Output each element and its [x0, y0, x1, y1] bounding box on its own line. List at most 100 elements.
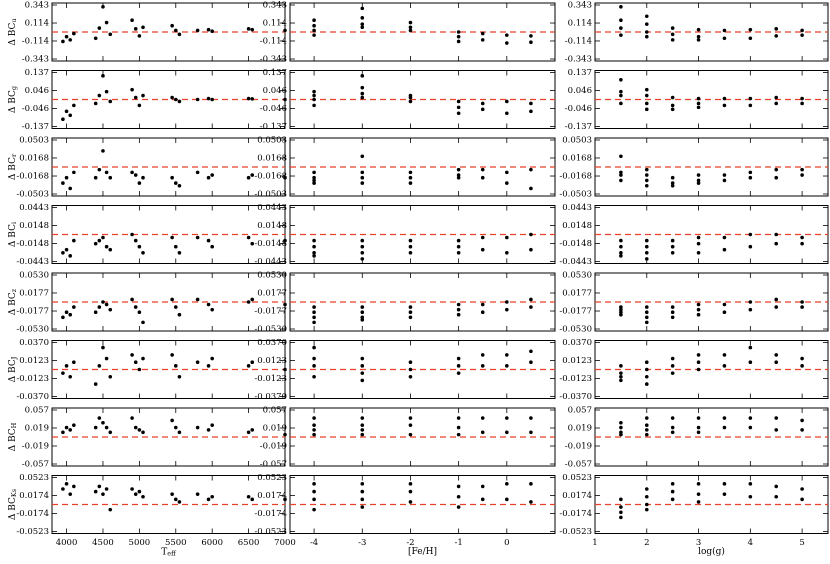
point [644, 423, 649, 427]
panel: -0.0530 -0.0177 0.0177 0.0530 [16, 271, 287, 335]
point [177, 99, 182, 104]
point [408, 238, 413, 243]
point [250, 497, 255, 502]
point [619, 305, 623, 309]
point [312, 89, 316, 94]
point [748, 345, 753, 350]
point [480, 31, 485, 36]
point [619, 374, 623, 379]
point [93, 241, 98, 246]
y-tick-label: -0.057 [22, 460, 49, 470]
point [644, 257, 649, 261]
point [456, 364, 461, 368]
point [644, 107, 649, 112]
point [93, 310, 98, 314]
y-axis-label-sub: J [10, 356, 18, 360]
point [670, 26, 675, 30]
y-tick-label: -0.0174 [559, 509, 592, 519]
point [505, 300, 509, 304]
y-tick-label: 0.137 [263, 68, 287, 78]
point [529, 167, 533, 172]
point [130, 487, 134, 491]
point [644, 320, 649, 325]
point [312, 507, 316, 512]
point [529, 109, 533, 114]
y-tick-label: -0.0168 [16, 172, 49, 182]
point [170, 175, 174, 180]
point [133, 305, 138, 309]
point [312, 28, 316, 33]
point [480, 107, 485, 112]
point [246, 235, 251, 240]
point [210, 307, 214, 312]
point [360, 91, 365, 96]
y-axis-label-main: Δ BC [8, 157, 18, 180]
point [408, 432, 413, 437]
point [312, 423, 316, 427]
point [774, 95, 779, 100]
point [529, 305, 533, 309]
y-tick-label: 0.343 [25, 1, 49, 11]
point [408, 315, 413, 320]
panel: -0.137 -0.046 0.046 0.137 [22, 68, 287, 132]
y-axis-label: Δ BCz [8, 288, 19, 315]
y-tick-label: 0.0174 [19, 491, 49, 501]
y-axis-label-main: Δ BC [8, 359, 18, 382]
point [97, 305, 102, 309]
point [722, 36, 727, 41]
point [670, 244, 675, 249]
point [670, 310, 675, 314]
y-tick-label: 0.019 [25, 424, 49, 434]
point [101, 5, 105, 9]
y-tick-label: -0.0443 [559, 257, 592, 267]
point [283, 497, 287, 502]
point [360, 16, 365, 20]
y-tick-label: -0.0177 [559, 307, 592, 317]
point [619, 515, 623, 520]
point [141, 175, 145, 180]
y-tick-label: 0.0443 [562, 203, 592, 213]
point [312, 489, 316, 494]
point [408, 374, 413, 379]
point [696, 353, 701, 357]
x-tick-label: 7000 [274, 538, 296, 548]
point [97, 238, 102, 243]
point [670, 371, 675, 375]
panel: -0.343 -0.114 0.114 0.343 [22, 1, 287, 65]
point [800, 428, 804, 432]
x-tick-label: 1 [592, 538, 597, 548]
y-tick-label: 0.0530 [562, 271, 592, 281]
point [696, 235, 701, 240]
point [137, 428, 142, 432]
point [800, 173, 804, 177]
point [312, 364, 316, 368]
point [64, 310, 69, 314]
point [72, 360, 76, 365]
point [101, 300, 105, 304]
y-axis-label: Δ BCJ [8, 356, 19, 382]
point [72, 423, 76, 427]
point [505, 364, 509, 368]
point [722, 425, 727, 430]
point [456, 105, 461, 110]
point [104, 20, 109, 25]
point [68, 428, 73, 432]
point [68, 254, 73, 258]
point [206, 96, 211, 101]
point [408, 244, 413, 249]
y-tick-label: -0.0530 [559, 325, 592, 335]
point [774, 297, 779, 302]
point [619, 244, 623, 249]
point [246, 96, 251, 101]
y-tick-label: 0.114 [568, 19, 592, 29]
point [312, 315, 316, 320]
x-tick-label: 4 [748, 538, 753, 548]
point [480, 484, 485, 489]
point [456, 111, 461, 116]
point [210, 173, 214, 177]
point [800, 305, 804, 309]
point [529, 297, 533, 302]
y-tick-label: 0.0168 [257, 153, 287, 163]
x-tick-label: -4 [310, 538, 318, 548]
panel: -0.0370 -0.0123 0.0123 0.0370 [16, 338, 287, 402]
